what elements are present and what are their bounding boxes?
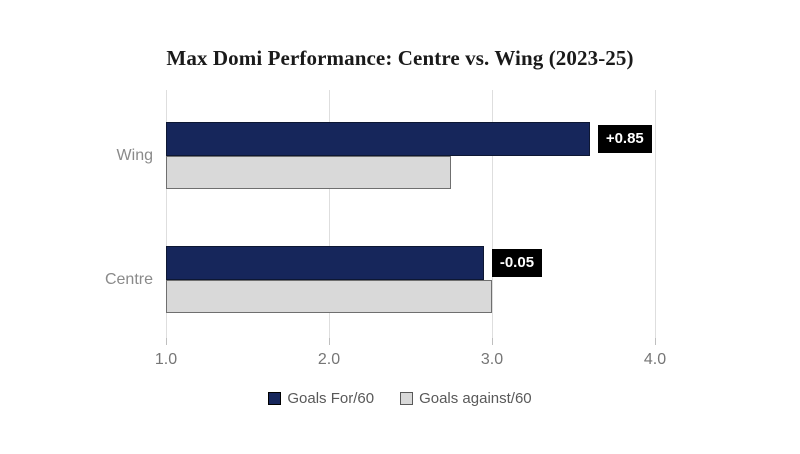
bar-wing-goals-for-60 xyxy=(166,122,590,156)
legend-swatch-goals-for-60 xyxy=(268,392,282,405)
x-tick-label-2-0: 2.0 xyxy=(317,351,341,368)
bar-centre-goals-for-60 xyxy=(166,246,484,280)
bar-row-wing: +0.85 xyxy=(166,90,655,214)
category-label-wing: Wing xyxy=(116,147,153,164)
bar-line-centre-goals-for-60: -0.05 xyxy=(166,246,655,280)
bar-line-centre-goals-against-60 xyxy=(166,280,655,313)
x-tick-4-0 xyxy=(655,338,656,345)
diff-label-centre: -0.05 xyxy=(491,249,543,277)
plot-area: +0.85 -0.05 xyxy=(166,90,656,338)
x-tick-label-3-0: 3.0 xyxy=(480,351,504,368)
bar-centre-goals-against-60 xyxy=(166,280,493,313)
legend-label-goals-against-60: Goals against/60 xyxy=(419,390,532,407)
chart-title: Max Domi Performance: Centre vs. Wing (2… xyxy=(166,46,634,70)
legend-label-goals-for-60: Goals For/60 xyxy=(287,390,375,407)
x-tick-1-0 xyxy=(166,338,167,345)
x-tick-label-1-0: 1.0 xyxy=(154,351,178,368)
gridline-4-0 xyxy=(655,90,656,338)
bar-line-wing-goals-against-60 xyxy=(166,156,655,189)
x-tick-3-0 xyxy=(492,338,493,345)
legend-item-goals-for-60: Goals For/60 xyxy=(268,390,374,407)
diff-label-wing: +0.85 xyxy=(597,125,652,153)
x-tick-label-4-0: 4.0 xyxy=(643,351,667,368)
bar-wing-goals-against-60 xyxy=(166,156,452,189)
legend-item-goals-against-60: Goals against/60 xyxy=(400,390,532,407)
x-tick-2-0 xyxy=(329,338,330,345)
gridline-2-0 xyxy=(329,90,330,338)
legend-swatch-goals-against-60 xyxy=(400,392,414,405)
legend: Goals For/60 Goals against/60 xyxy=(0,390,800,407)
category-label-centre: Centre xyxy=(104,271,153,288)
gridline-1-0 xyxy=(166,90,167,338)
bar-row-centre: -0.05 xyxy=(166,214,655,338)
gridline-3-0 xyxy=(492,90,493,338)
bar-line-wing-goals-for-60: +0.85 xyxy=(166,122,655,156)
